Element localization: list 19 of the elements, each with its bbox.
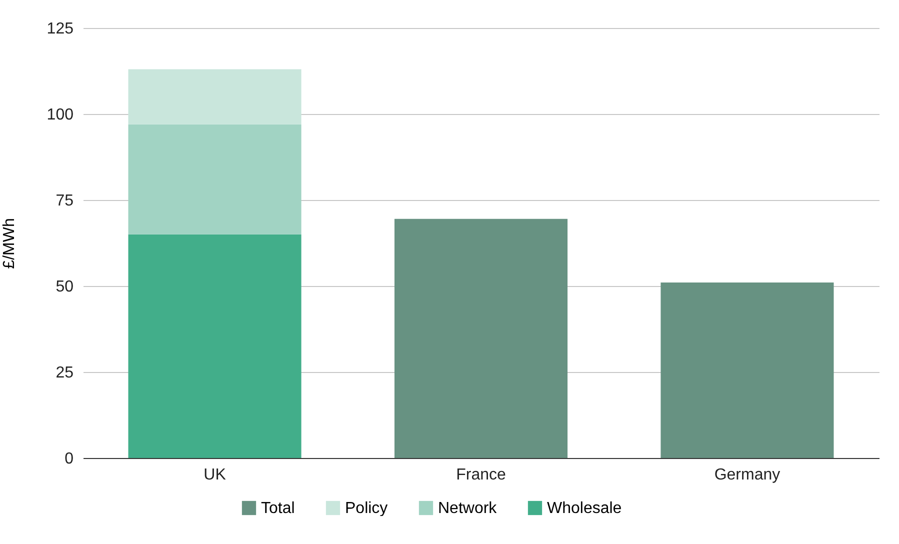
y-tick-label: 75 <box>56 192 74 210</box>
bar <box>660 282 834 458</box>
bar <box>394 218 568 458</box>
y-tick-label: 50 <box>56 278 74 296</box>
legend-label: Policy <box>345 500 388 517</box>
legend-label: Total <box>261 500 295 517</box>
x-tick-label: Germany <box>714 466 780 484</box>
legend-label: Network <box>438 500 498 517</box>
x-tick-label: France <box>456 466 506 484</box>
y-tick-label: 125 <box>46 20 74 38</box>
legend-label: Wholesale <box>547 500 622 517</box>
y-tick-label: 25 <box>56 364 74 382</box>
y-tick-label: 100 <box>46 106 74 124</box>
y-tick-label: 0 <box>64 450 74 468</box>
bar <box>128 124 302 234</box>
y-axis-title: £/MWh <box>0 218 18 269</box>
bar <box>128 69 302 124</box>
x-tick-label: UK <box>204 466 226 484</box>
bar <box>128 234 302 458</box>
